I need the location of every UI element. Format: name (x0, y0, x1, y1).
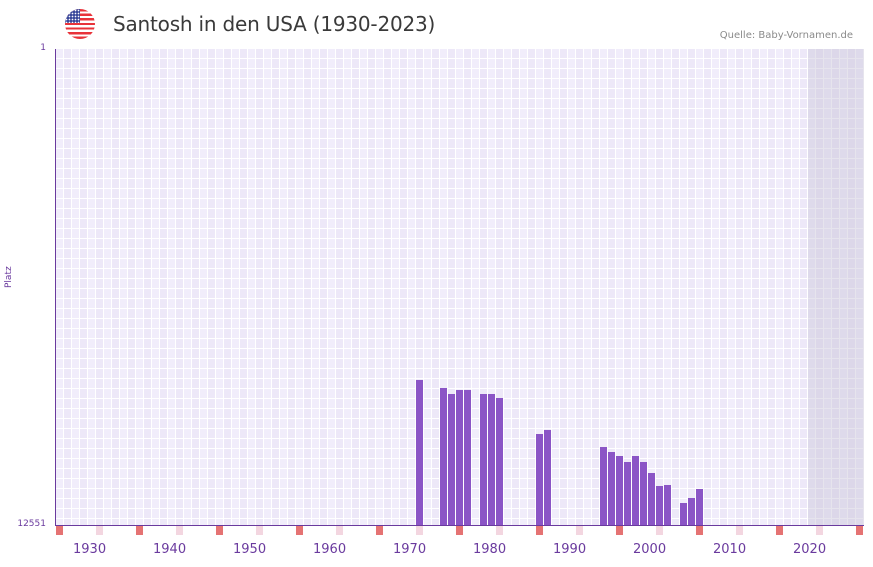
source-link[interactable]: Quelle: Baby-Vornamen.de (719, 30, 853, 41)
future-shade (808, 49, 864, 525)
decade-marker (296, 526, 303, 535)
plot-area (56, 49, 864, 525)
half-decade-marker (256, 526, 263, 535)
x-tick-label: 1970 (393, 542, 427, 557)
x-tick-label: 1980 (473, 542, 507, 557)
half-decade-marker (576, 526, 583, 535)
half-decade-marker (816, 526, 823, 535)
decade-marker (456, 526, 463, 535)
bar-1976[interactable] (440, 388, 447, 525)
half-decade-marker (736, 526, 743, 535)
x-tick-label: 1930 (73, 542, 107, 557)
x-tick-label: 1990 (553, 542, 587, 557)
bar-1982[interactable] (488, 393, 495, 525)
bar-2002[interactable] (648, 473, 655, 525)
bar-1973[interactable] (416, 380, 423, 525)
y-tick-bottom: 12551 (17, 519, 46, 529)
usa-flag-icon (65, 9, 95, 39)
bar-1996[interactable] (600, 446, 607, 525)
bar-1978[interactable] (456, 390, 463, 525)
bar-2008[interactable] (696, 488, 703, 525)
bar-2003[interactable] (656, 485, 663, 525)
half-decade-marker (96, 526, 103, 535)
half-decade-marker (496, 526, 503, 535)
decade-marker (776, 526, 783, 535)
decade-marker (136, 526, 143, 535)
half-decade-marker (656, 526, 663, 535)
decade-marker (56, 526, 63, 535)
x-tick-label: 2020 (793, 542, 827, 557)
bar-1977[interactable] (448, 393, 455, 525)
bar-2006[interactable] (680, 503, 687, 525)
decade-marker (536, 526, 543, 535)
half-decade-marker (416, 526, 423, 535)
bar-2000[interactable] (632, 455, 639, 525)
decade-marker (216, 526, 223, 535)
chart-title: Santosh in den USA (1930-2023) (113, 12, 436, 36)
bar-2007[interactable] (688, 497, 695, 525)
bar-1998[interactable] (616, 455, 623, 525)
x-tick-label: 2010 (713, 542, 747, 557)
bar-1979[interactable] (464, 390, 471, 525)
decade-marker (616, 526, 623, 535)
bar-1997[interactable] (608, 451, 615, 525)
bar-1999[interactable] (624, 461, 631, 525)
decade-marker (376, 526, 383, 535)
y-axis-line (55, 49, 56, 526)
x-axis-line (55, 525, 864, 526)
bar-1988[interactable] (536, 433, 543, 525)
bar-1983[interactable] (496, 397, 503, 525)
half-decade-marker (176, 526, 183, 535)
y-tick-top: 1 (40, 43, 46, 53)
half-decade-marker (336, 526, 343, 535)
bar-1981[interactable] (480, 393, 487, 525)
decade-marker (856, 526, 863, 535)
x-tick-label: 1960 (313, 542, 347, 557)
x-tick-label: 1950 (233, 542, 267, 557)
x-tick-label: 2000 (633, 542, 667, 557)
bar-1989[interactable] (544, 429, 551, 525)
x-tick-label: 1940 (153, 542, 187, 557)
decade-marker (696, 526, 703, 535)
y-axis-label: Platz (4, 266, 14, 288)
bar-2001[interactable] (640, 461, 647, 525)
bar-2004[interactable] (664, 484, 671, 525)
